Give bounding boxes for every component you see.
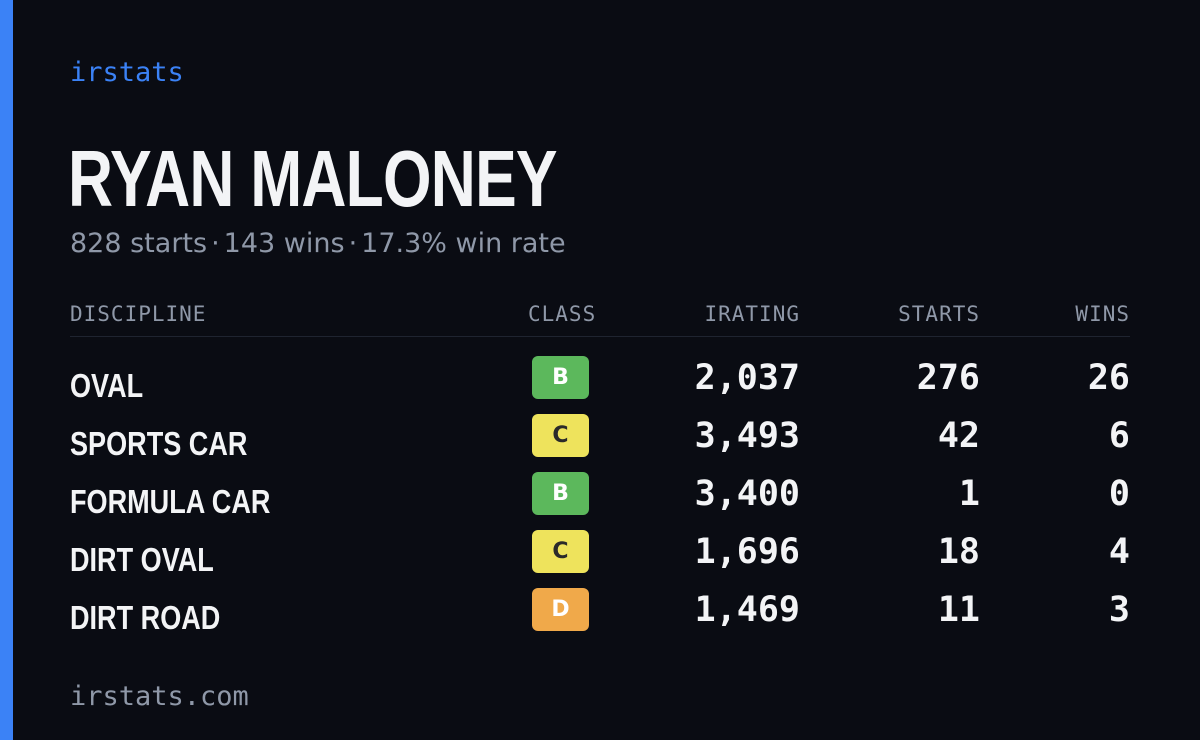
starts-value: 11 (937, 590, 980, 630)
footer-url: irstats.com (70, 681, 249, 712)
discipline-name: SPORTS CAR (70, 425, 248, 462)
class-badge: B (532, 356, 589, 399)
table-row: FORMULA CAR B 3,400 1 0 (70, 468, 1130, 526)
discipline-name: OVAL (70, 367, 144, 404)
separator: · (211, 228, 220, 259)
discipline-table: DISCIPLINE CLASS IRATING STARTS WINS OVA… (70, 296, 1130, 642)
wins-value: 0 (1108, 474, 1130, 514)
class-badge: D (532, 588, 589, 631)
wins-value: 6 (1108, 416, 1130, 456)
starts-value: 276 (916, 358, 980, 398)
table-row: OVAL B 2,037 276 26 (70, 352, 1130, 410)
accent-bar (0, 0, 13, 740)
wins-count: 143 wins (223, 228, 345, 259)
irating-value: 2,037 (694, 358, 800, 398)
driver-name: RYAN MALONEY (68, 134, 558, 223)
starts-count: 828 starts (70, 228, 208, 259)
header-starts: STARTS (898, 302, 980, 326)
irating-value: 3,400 (694, 474, 800, 514)
irating-value: 3,493 (694, 416, 800, 456)
irating-value: 1,696 (694, 532, 800, 572)
discipline-name: FORMULA CAR (70, 483, 271, 520)
table-body: OVAL B 2,037 276 26 SPORTS CAR C 3,493 4… (70, 352, 1130, 642)
header-irating: IRATING (704, 302, 800, 326)
wins-value: 26 (1087, 358, 1130, 398)
class-badge: C (532, 530, 589, 573)
discipline-name: DIRT ROAD (70, 599, 221, 636)
discipline-name: DIRT OVAL (70, 541, 214, 578)
class-badge: C (532, 414, 589, 457)
starts-value: 18 (937, 532, 980, 572)
table-row: SPORTS CAR C 3,493 42 6 (70, 410, 1130, 468)
irating-value: 1,469 (694, 590, 800, 630)
header-class: CLASS (528, 302, 597, 326)
starts-value: 1 (958, 474, 980, 514)
wins-value: 3 (1108, 590, 1130, 630)
header-wins: WINS (1075, 302, 1130, 326)
brand-logo-text: irstats (70, 57, 184, 88)
separator: · (348, 228, 358, 259)
wins-value: 4 (1108, 532, 1130, 572)
class-badge: B (532, 472, 589, 515)
table-row: DIRT ROAD D 1,469 11 3 (70, 584, 1130, 642)
starts-value: 42 (937, 416, 980, 456)
driver-summary: 828 starts · 143 wins · 17.3% win rate (70, 226, 566, 262)
header-discipline: DISCIPLINE (70, 302, 207, 326)
table-row: DIRT OVAL C 1,696 18 4 (70, 526, 1130, 584)
table-header: DISCIPLINE CLASS IRATING STARTS WINS (70, 296, 1130, 337)
win-rate: 17.3% win rate (361, 228, 566, 259)
